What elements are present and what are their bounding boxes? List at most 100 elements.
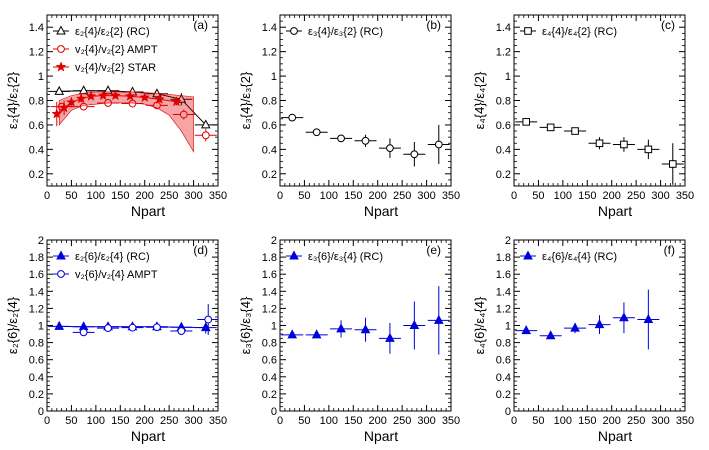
- x-tick-label: 100: [87, 190, 105, 202]
- y-tick-label: 0.2: [496, 389, 511, 401]
- y-tick-label: 0.6: [29, 355, 44, 367]
- x-tick-label: 100: [320, 415, 338, 427]
- data-layer: [281, 286, 450, 355]
- x-tick-label: 0: [277, 415, 283, 427]
- x-tick-label: 0: [44, 415, 50, 427]
- x-tick-label: 150: [578, 415, 596, 427]
- data-point: [312, 128, 321, 137]
- x-tick-label: 350: [676, 190, 694, 202]
- legend-marker: [524, 27, 532, 35]
- legend-entry: ε₄{4}/ε₄{2} (RC): [542, 26, 617, 38]
- y-tick-label: 1.6: [262, 269, 277, 281]
- x-tick-label: 0: [277, 190, 283, 202]
- panel-label: (a): [193, 18, 208, 32]
- data-layer: [515, 289, 660, 350]
- y-tick-label: 1.4: [496, 22, 511, 34]
- data-point: [386, 144, 394, 153]
- y-tick-label: 0.2: [496, 169, 511, 181]
- panel-label: (c): [661, 18, 675, 32]
- data-point: [668, 160, 677, 168]
- y-tick-label: 0.6: [262, 120, 277, 132]
- panel-b: 0 50 100 150 200 250 300 350 0.2 0.4 0.6 0.8 1 1.2 1.4…: [238, 14, 460, 219]
- y-tick-label: 0.2: [29, 169, 44, 181]
- y-tick-label: 1.4: [262, 286, 277, 298]
- y-tick-label: 0.4: [29, 144, 44, 156]
- data-point: [410, 150, 419, 159]
- legend-marker: [57, 45, 65, 53]
- x-tick-label: 250: [160, 415, 178, 427]
- x-tick-label: 200: [603, 415, 621, 427]
- legend-marker: [289, 250, 299, 260]
- data-point: [128, 323, 137, 332]
- data-layer: [515, 118, 684, 185]
- y-tick-label: 1: [271, 321, 277, 333]
- data-point: [51, 108, 63, 119]
- data-point: [177, 327, 186, 335]
- data-point: [433, 314, 444, 324]
- x-tick-label: 350: [209, 415, 227, 427]
- y-tick-label: 1.2: [496, 47, 511, 59]
- x-tick-label: 300: [184, 415, 202, 427]
- y-tick-label: 1.6: [496, 269, 511, 281]
- systematic-band: [58, 91, 194, 153]
- legend-entry: ε₃{6}/ε₃{4} (RC): [308, 251, 383, 263]
- series-0: [281, 286, 450, 355]
- y-axis-label: ε₄{4}/ε₄{2}: [472, 71, 487, 129]
- y-axis-label: ε₂{4}/ε₂{2}: [5, 71, 20, 129]
- y-axis-label: ε₂{6}/ε₂{4}: [5, 296, 20, 354]
- data-point: [336, 323, 346, 333]
- x-tick-label: 300: [417, 415, 435, 427]
- legend-marker: [55, 61, 67, 72]
- data-point: [620, 140, 628, 149]
- y-tick-label: 1.8: [262, 252, 277, 264]
- y-tick-label: 0.8: [262, 338, 277, 350]
- y-tick-label: 1.8: [496, 252, 511, 264]
- x-tick-label: 200: [603, 190, 621, 202]
- legend: ε₄{4}/ε₄{2} (RC): [520, 26, 617, 38]
- y-tick-label: 1.2: [262, 303, 277, 315]
- data-point: [545, 330, 556, 340]
- legend-marker: [290, 27, 298, 35]
- y-tick-label: 0.8: [262, 96, 277, 108]
- data-point: [79, 328, 88, 337]
- y-tick-label: 1.4: [496, 286, 511, 298]
- x-tick-label: 350: [442, 415, 460, 427]
- y-tick-label: 0.4: [262, 372, 277, 384]
- data-point: [75, 92, 87, 104]
- x-tick-label: 150: [344, 415, 362, 427]
- data-layer: [281, 113, 450, 167]
- data-point: [85, 90, 97, 101]
- legend: ε₄{6}/ε₄{4} (RC): [520, 250, 617, 263]
- y-tick-label: 0.4: [29, 372, 44, 384]
- y-tick-label: 0.6: [496, 355, 511, 367]
- panel-label: (b): [426, 18, 441, 32]
- y-tick-label: 0.8: [496, 338, 511, 350]
- legend-entry: ε₂{6}/ε₂{4} (RC): [75, 251, 150, 263]
- y-tick-label: 1: [38, 321, 44, 333]
- y-tick-label: 1: [505, 71, 511, 83]
- legend: ε₃{6}/ε₃{4} (RC): [286, 250, 383, 263]
- y-tick-label: 0.2: [29, 389, 44, 401]
- x-tick-label: 250: [627, 415, 645, 427]
- x-tick-label: 200: [369, 415, 387, 427]
- panel-label: (e): [426, 243, 441, 257]
- data-point: [570, 322, 580, 332]
- x-tick-label: 250: [160, 190, 178, 202]
- x-tick-label: 350: [209, 190, 227, 202]
- x-tick-label: 50: [65, 190, 77, 202]
- x-tick-label: 150: [578, 190, 596, 202]
- y-tick-label: 1.4: [29, 286, 44, 298]
- series-0: [281, 113, 450, 167]
- y-tick-label: 1.4: [262, 22, 277, 34]
- y-tick-label: 1.2: [262, 47, 277, 59]
- y-tick-label: 0.8: [496, 96, 511, 108]
- x-tick-label: 0: [511, 190, 517, 202]
- x-tick-label: 350: [442, 190, 460, 202]
- y-tick-label: 0: [505, 406, 511, 418]
- y-tick-label: 1: [505, 321, 511, 333]
- data-point: [153, 323, 161, 332]
- y-tick-label: 1.2: [29, 47, 44, 59]
- y-tick-label: 0.4: [496, 372, 511, 384]
- data-point: [171, 96, 182, 107]
